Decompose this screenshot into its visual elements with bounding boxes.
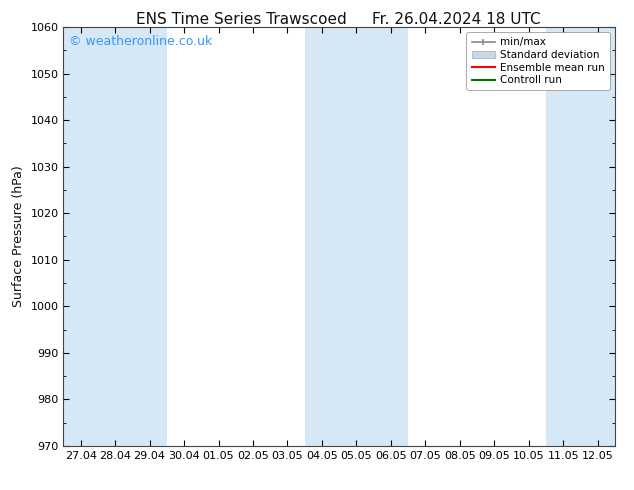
Bar <box>546 27 615 446</box>
Bar <box>63 27 167 446</box>
Text: © weatheronline.co.uk: © weatheronline.co.uk <box>69 35 212 49</box>
Y-axis label: Surface Pressure (hPa): Surface Pressure (hPa) <box>12 166 25 307</box>
Legend: min/max, Standard deviation, Ensemble mean run, Controll run: min/max, Standard deviation, Ensemble me… <box>467 32 610 90</box>
Text: Fr. 26.04.2024 18 UTC: Fr. 26.04.2024 18 UTC <box>372 12 541 27</box>
Text: ENS Time Series Trawscoed: ENS Time Series Trawscoed <box>136 12 346 27</box>
Bar <box>305 27 408 446</box>
